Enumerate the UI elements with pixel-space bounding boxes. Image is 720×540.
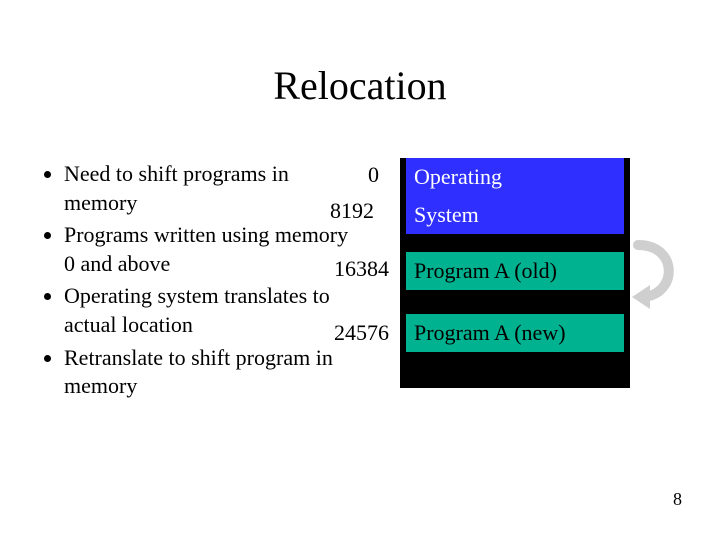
address-label-0: 0 — [368, 162, 379, 188]
bullet-item: Retranslate to shift program in memory — [64, 344, 362, 401]
memory-gap — [406, 290, 624, 314]
page-number: 8 — [673, 489, 682, 510]
memory-gap — [406, 352, 624, 388]
memory-box-os-line1: Operating — [406, 158, 624, 196]
bullet-item: Need to shift programs in memory — [64, 160, 362, 217]
slide: Relocation Need to shift programs in mem… — [0, 0, 720, 540]
address-label-8192: 8192 — [330, 198, 374, 224]
address-label-16384: 16384 — [334, 256, 389, 282]
bullet-item: Operating system translates to actual lo… — [64, 282, 362, 339]
relocate-arrow-icon — [630, 235, 686, 315]
memory-box-os-line2: System — [406, 196, 624, 234]
slide-title: Relocation — [0, 62, 720, 109]
memory-box-program-old: Program A (old) — [406, 252, 624, 290]
memory-gap — [406, 234, 624, 252]
address-label-24576: 24576 — [334, 320, 389, 346]
bullet-item: Programs written using memory 0 and abov… — [64, 221, 362, 278]
bullet-list: Need to shift programs in memory Program… — [42, 160, 362, 405]
memory-column: Operating System Program A (old) Program… — [400, 158, 630, 388]
memory-box-program-new: Program A (new) — [406, 314, 624, 352]
